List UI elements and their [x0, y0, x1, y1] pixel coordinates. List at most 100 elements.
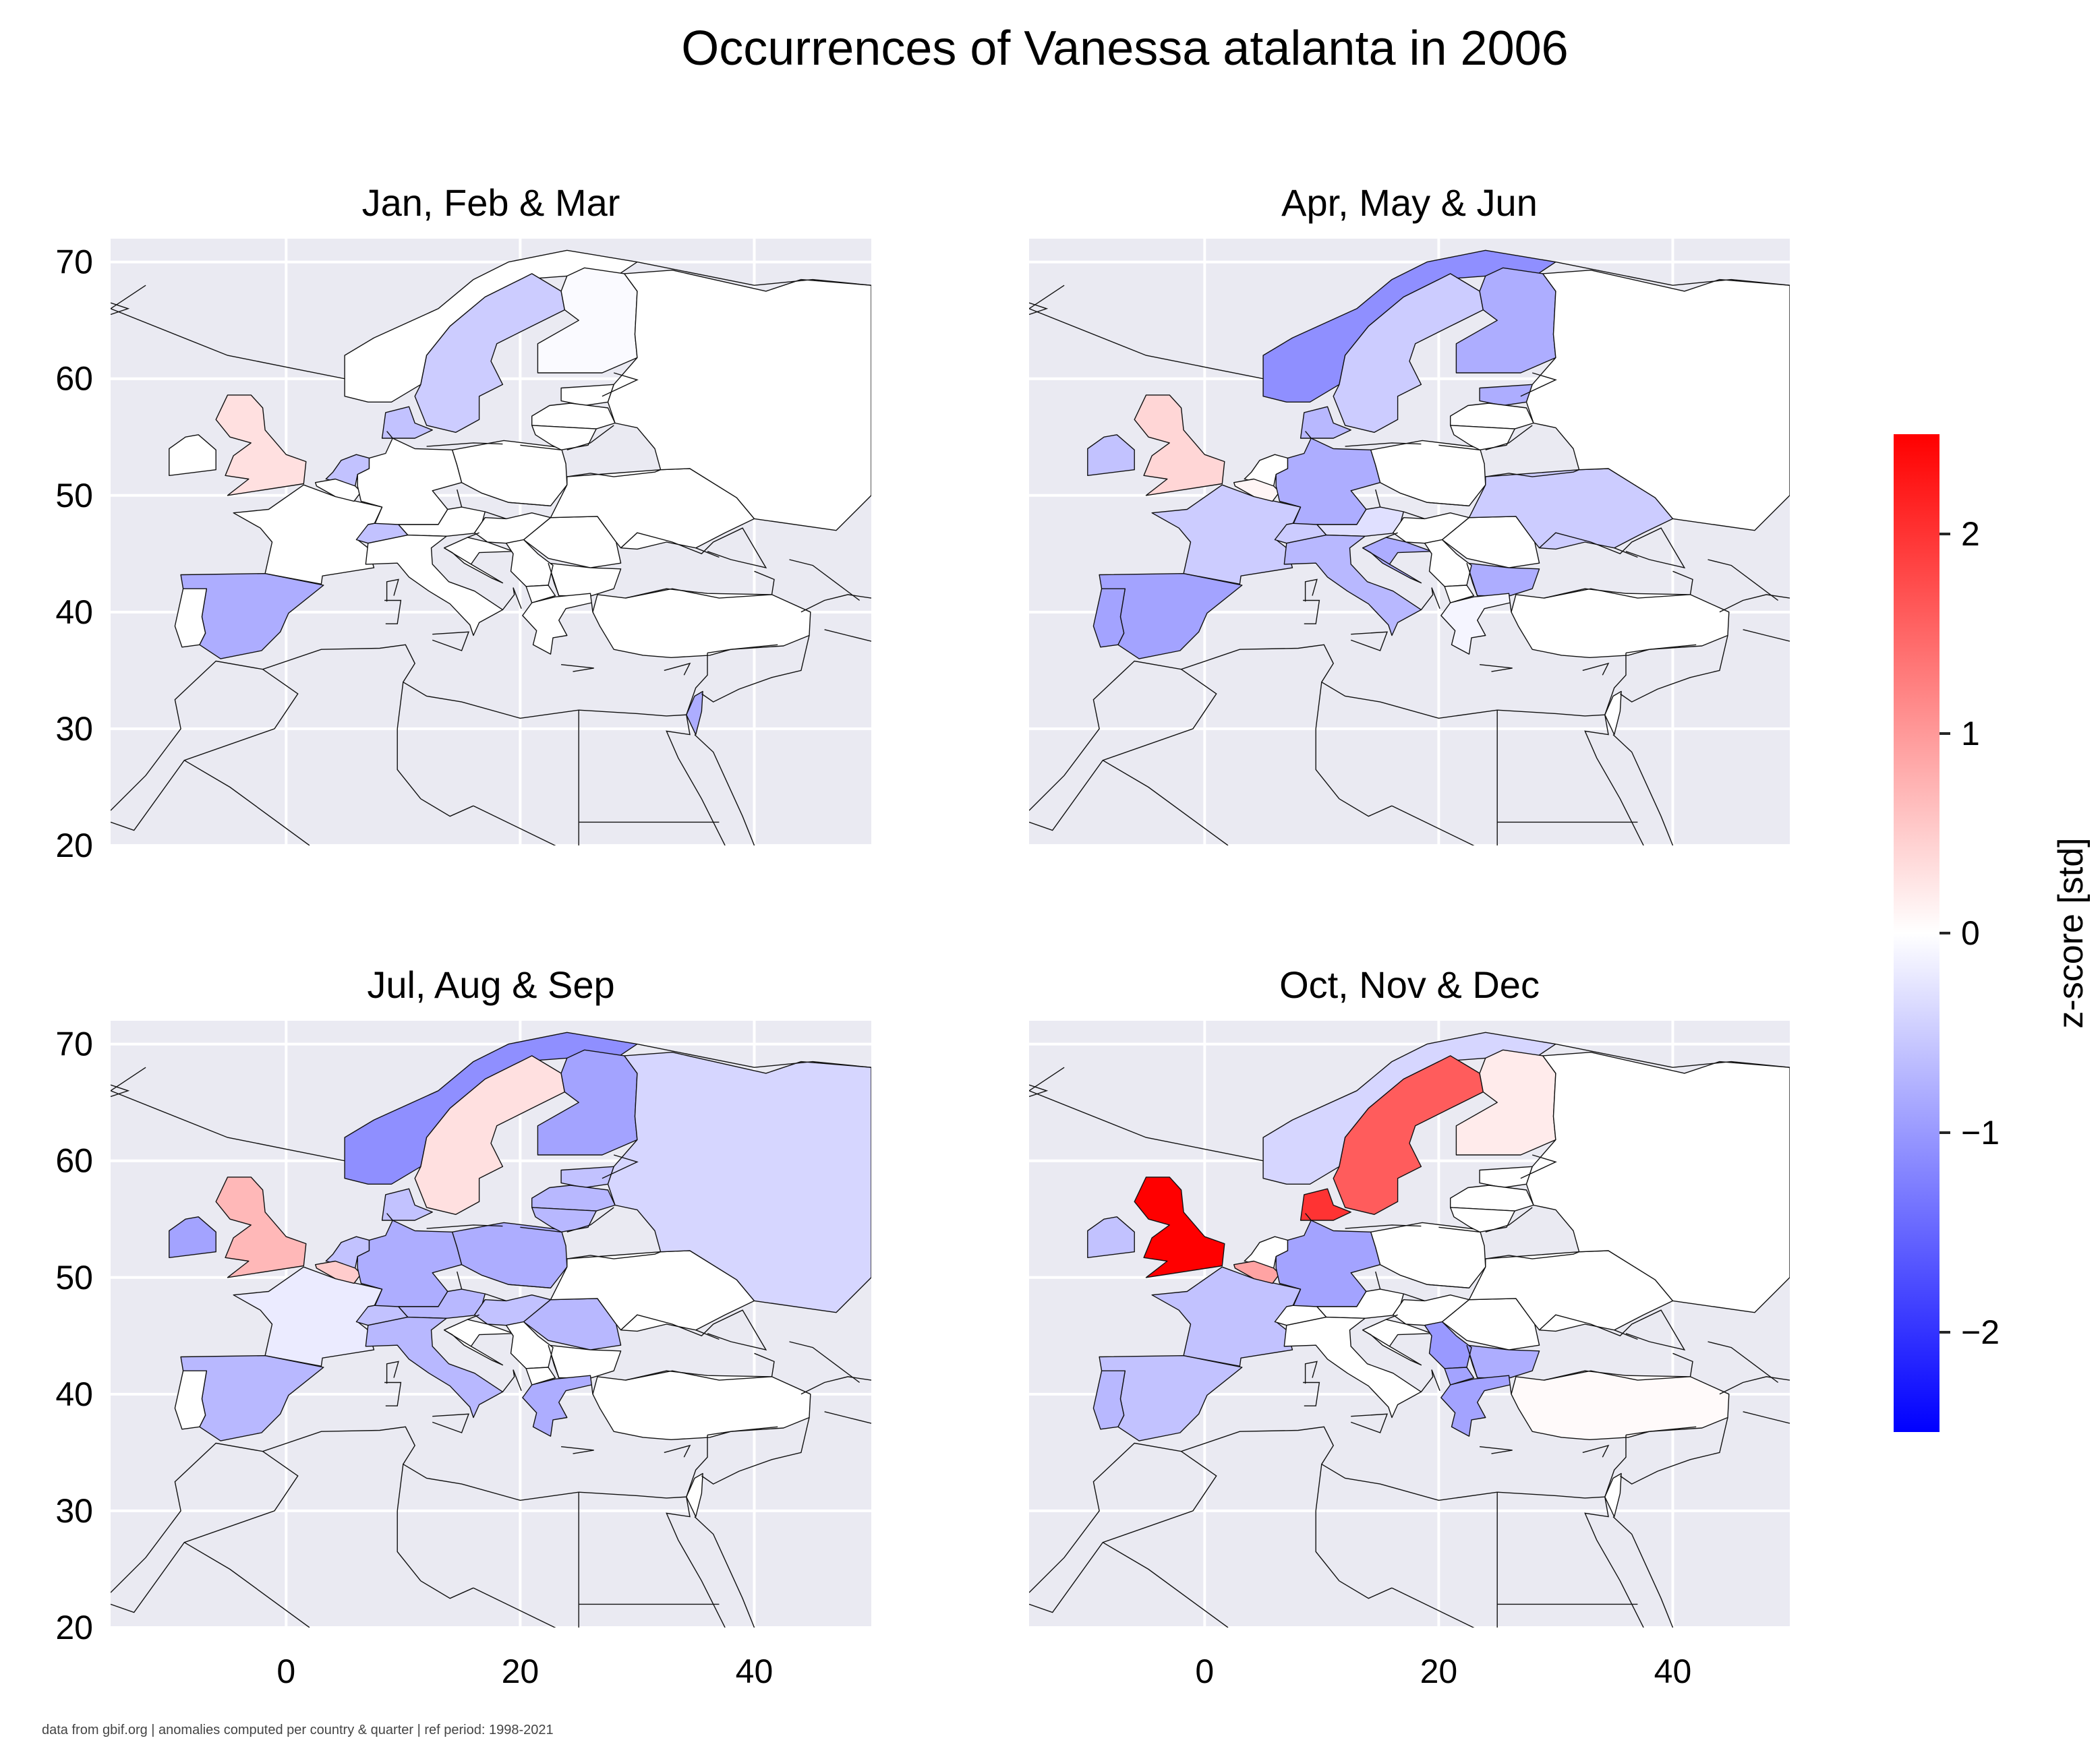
map-outline	[1480, 1446, 1513, 1454]
colorbar-tick-label: 2	[1961, 515, 1980, 553]
country-ireland	[169, 1216, 216, 1259]
map-outline	[664, 1444, 691, 1458]
country-portugal	[1092, 1370, 1126, 1430]
country-ireland	[1087, 1216, 1135, 1259]
map-outline	[800, 594, 871, 613]
country-israel	[1604, 690, 1622, 736]
y-tick-label: 70	[55, 1025, 93, 1063]
map-outline	[397, 1464, 404, 1511]
map-outline	[1029, 1067, 1264, 1162]
country-belgium	[1233, 1260, 1281, 1284]
map-layer	[1029, 249, 1790, 845]
map-outline	[444, 1330, 471, 1347]
map-outline	[1544, 1352, 1693, 1381]
map-outline	[384, 599, 402, 624]
map-outline	[1315, 1510, 1340, 1582]
map-outline	[1614, 1330, 1638, 1340]
map-outline	[1391, 1587, 1475, 1628]
map-outline	[1386, 1314, 1398, 1320]
country-sweden	[1333, 1055, 1484, 1216]
map-outline	[637, 261, 871, 286]
country-israel	[686, 690, 703, 736]
map-outline	[386, 1213, 393, 1221]
country-belgium	[315, 1260, 362, 1284]
map-outline	[664, 662, 691, 676]
map-outline	[591, 602, 593, 612]
map-outline	[426, 1224, 503, 1229]
country-germany	[1275, 438, 1381, 525]
map-outline	[701, 635, 810, 703]
country-russia	[1525, 270, 1790, 531]
map-outline	[502, 1369, 522, 1392]
map-outline	[457, 1271, 463, 1290]
country-estonia	[1479, 1166, 1533, 1189]
country-russia	[607, 270, 871, 531]
y-tick-label: 20	[55, 827, 93, 864]
map-outline	[485, 1293, 506, 1302]
y-tick-label: 70	[55, 243, 93, 281]
country-greece	[522, 593, 592, 655]
country-macedonia	[1444, 585, 1475, 603]
country-croatia	[443, 537, 514, 584]
map-outline	[111, 1067, 345, 1162]
map-outline	[432, 1413, 470, 1433]
map-outline	[1438, 1226, 1480, 1232]
map-outline	[1345, 442, 1422, 447]
colorbar-tick-label: −2	[1961, 1313, 2000, 1351]
country-belgium	[315, 478, 362, 502]
colorbar-tick-label: 1	[1961, 715, 1980, 752]
map-outline	[1544, 570, 1693, 599]
map-outline	[1315, 728, 1340, 800]
map-outline	[397, 728, 421, 800]
map-outline	[1029, 1451, 1217, 1613]
map-outline	[1029, 669, 1217, 831]
map-outline	[111, 1451, 299, 1613]
panel-title: Jul, Aug & Sep	[367, 963, 614, 1006]
country-croatia	[443, 1319, 514, 1366]
y-tick-label: 50	[55, 477, 93, 514]
y-tick-label: 50	[55, 1259, 93, 1297]
country-estonia	[1479, 384, 1533, 407]
map-outline	[111, 1084, 130, 1098]
map-outline	[1339, 798, 1393, 817]
panel-q3: Jul, Aug & Sep 20 30 40 50 60 70 0 20 40	[55, 963, 871, 1690]
country-greece	[522, 1375, 592, 1437]
map-outline	[111, 302, 130, 316]
country-macedonia	[525, 1367, 556, 1386]
country-estonia	[560, 384, 614, 407]
map-layer	[1029, 1032, 1790, 1628]
map-outline	[789, 1341, 861, 1383]
map-outline	[1350, 1413, 1389, 1433]
map-outline	[1403, 1293, 1425, 1302]
country-turkey	[1511, 588, 1730, 658]
map-outline	[467, 1314, 479, 1320]
map-outline	[620, 1309, 767, 1351]
map-outline	[1743, 1411, 1790, 1424]
map-outline	[420, 1580, 474, 1599]
map-outline	[1375, 1271, 1381, 1290]
map-outline	[1485, 1207, 1533, 1232]
map-outline	[707, 1426, 778, 1436]
colorbar-gradient	[1894, 434, 1939, 1432]
map-outline	[1539, 1309, 1686, 1351]
map-outline	[1029, 285, 1264, 380]
country-portugal	[174, 588, 207, 648]
country-croatia	[1362, 537, 1432, 584]
country-united-kingdom	[215, 1177, 307, 1278]
x-tick-label: 0	[1195, 1652, 1214, 1690]
country-ireland	[1087, 434, 1135, 476]
map-outline	[1520, 372, 1557, 397]
country-ireland	[169, 434, 216, 476]
country-denmark	[1300, 406, 1351, 439]
map-outline	[386, 1361, 399, 1384]
panel-q4: Oct, Nov & Dec 0 20 40	[1029, 963, 1790, 1690]
map-outline	[1375, 489, 1381, 508]
country-croatia	[1362, 1319, 1432, 1366]
country-sweden	[414, 273, 565, 433]
map-outline	[1029, 1084, 1049, 1098]
country-portugal	[1092, 588, 1126, 648]
x-tick-label: 40	[1654, 1652, 1692, 1690]
map-outline	[1345, 1224, 1422, 1229]
map-outline	[1426, 502, 1469, 506]
country-turkey	[1511, 1370, 1730, 1441]
